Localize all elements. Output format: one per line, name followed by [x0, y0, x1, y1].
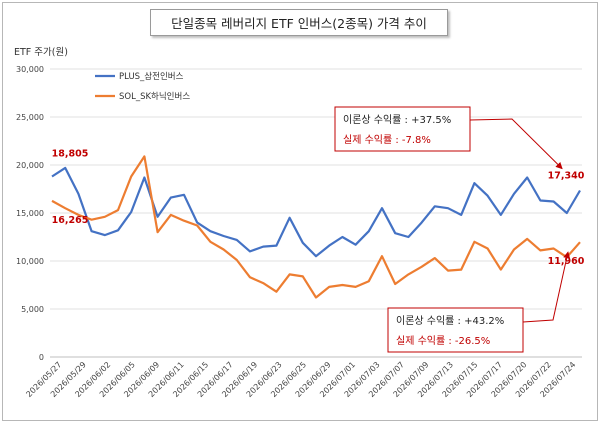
y-axis-label: ETF 주가(원) — [14, 47, 68, 58]
annotation-arrow — [469, 118, 563, 170]
annotation-theoretical-return: 이론상 수익률 : +37.5% — [343, 114, 451, 126]
annotation-theoretical-return: 이론상 수익률 : +43.2% — [396, 315, 504, 327]
annotation-actual-return: 실제 수익률 : -7.8% — [343, 134, 431, 146]
annotation-actual-return: 실제 수익률 : -26.5% — [396, 335, 490, 347]
annotation-box — [387, 307, 524, 353]
series-line-1 — [51, 166, 581, 258]
y-tick-label: 30,000 — [16, 65, 44, 74]
data-label: 18,805 — [52, 148, 89, 159]
y-tick-label: 10,000 — [16, 257, 44, 266]
y-tick-label: 5,000 — [21, 305, 44, 314]
data-label: 16,265 — [52, 215, 89, 226]
y-tick-label: 25,000 — [16, 113, 44, 122]
y-tick-label: 20,000 — [16, 161, 44, 170]
chart-title: 단일종목 레버리지 ETF 인버스(2종목) 가격 추이 — [150, 9, 448, 36]
legend-label: PLUS_삼전인버스 — [119, 71, 184, 82]
annotation-box — [334, 106, 471, 152]
data-label: 17,340 — [548, 171, 585, 182]
series-line-2 — [51, 155, 581, 299]
annotation-arrow — [522, 251, 571, 323]
legend-label: SOL_SK하닉인버스 — [119, 91, 190, 102]
y-tick-label: 0 — [39, 353, 44, 362]
y-tick-label: 15,000 — [16, 209, 44, 218]
